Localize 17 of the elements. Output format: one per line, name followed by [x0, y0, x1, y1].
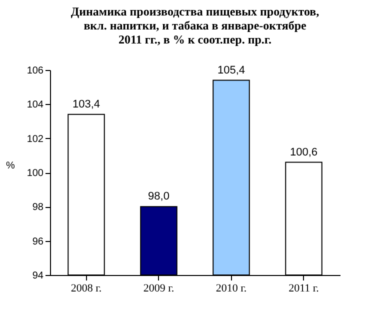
x-tick-label: 2008 г.	[70, 282, 102, 294]
y-axis-title: %	[6, 160, 16, 172]
y-tick-label: 98	[32, 202, 44, 214]
x-tick-label: 2009 г.	[143, 282, 174, 294]
data-label: 103,4	[72, 98, 100, 110]
y-tick-label: 104	[26, 100, 44, 111]
y-tick-label: 94	[32, 270, 44, 282]
data-label: 100,6	[290, 146, 318, 158]
x-tick-label: 2010 г.	[216, 282, 247, 294]
y-tick-label: 106	[26, 66, 44, 76]
data-label: 98,0	[148, 190, 170, 203]
x-tick-label: 2011 г.	[288, 282, 320, 294]
y-tick-label: 100	[26, 168, 44, 179]
y-tick-label: 96	[32, 236, 44, 248]
chart-title: Динамика производства пищевых продуктов, вкл. напитки, и табака в январе-октябре 2011 гг., в % к соот.пер. пр.г.	[70, 4, 320, 46]
y-tick-label: 102	[26, 134, 44, 145]
data-label: 105,4	[217, 64, 246, 76]
